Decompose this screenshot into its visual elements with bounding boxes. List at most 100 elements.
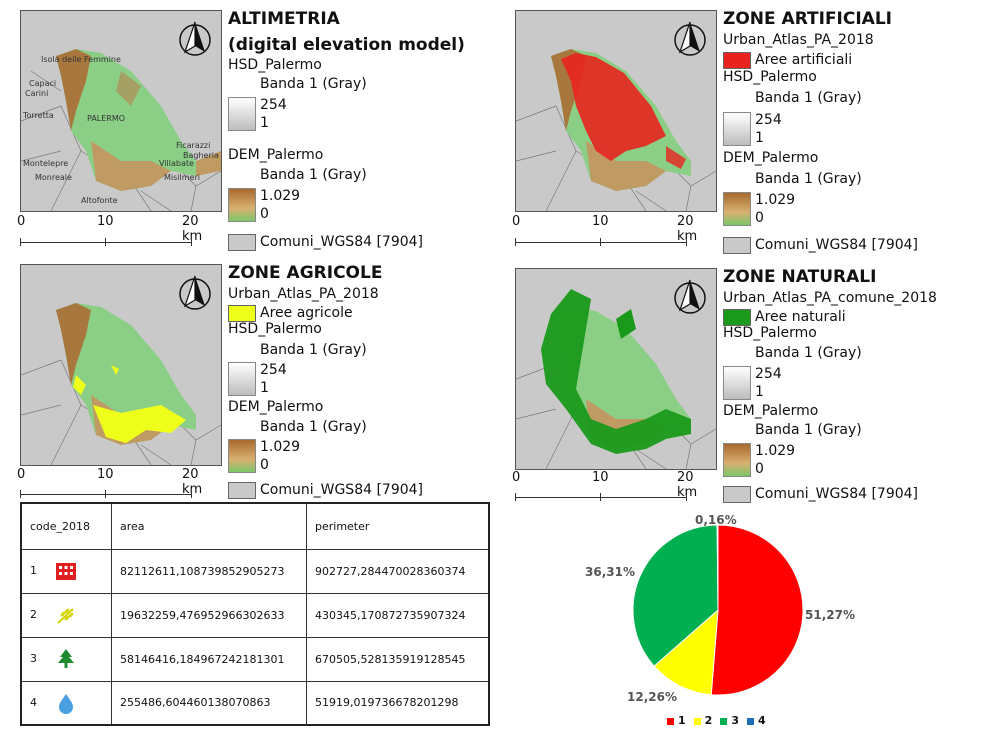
legend-hsd: HSD_Palermo <box>228 321 322 337</box>
code-value: 1 <box>30 564 37 577</box>
north-arrow-icon <box>179 275 211 310</box>
comuni-swatch <box>723 237 751 254</box>
town-label: Bagheria <box>183 151 219 160</box>
legend-dem: DEM_Palermo <box>228 399 324 415</box>
table-row[interactable]: 2 19632259,476952966302633 430345,170872… <box>20 592 490 638</box>
code-value: 2 <box>30 608 37 621</box>
pie-pct-label: 0,16% <box>695 513 737 527</box>
scale-bar-tick <box>105 238 106 246</box>
legend-dem: DEM_Palermo <box>228 147 324 163</box>
legend-band: Banda 1 (Gray) <box>260 419 367 435</box>
legend-band: Banda 1 (Gray) <box>260 167 367 183</box>
legend-dem: DEM_Palermo <box>723 403 819 419</box>
title-naturali: ZONE NATURALI <box>723 267 877 287</box>
legend-class: Aree agricole <box>260 305 353 321</box>
legend-comuni: Comuni_WGS84 [7904] <box>755 237 919 253</box>
dem-max: 1.029 <box>260 439 301 455</box>
pie-slice-4 <box>716 524 719 611</box>
hsd-max: 254 <box>755 366 782 382</box>
comuni-swatch <box>723 486 751 503</box>
pie-legend-label: 3 <box>731 714 739 727</box>
area-cell: 58146416,184967242181301 <box>111 636 307 682</box>
code-value: 3 <box>30 652 37 665</box>
scale-label: 0 <box>512 214 521 229</box>
comuni-swatch <box>228 234 256 251</box>
north-arrow-icon <box>179 21 211 56</box>
legend-comuni: Comuni_WGS84 [7904] <box>260 482 424 498</box>
artificial-swatch <box>723 52 751 69</box>
table-row[interactable]: 4 255486,604460138070863 51919,019736678… <box>20 680 490 726</box>
dem-max: 1.029 <box>755 192 796 208</box>
scale-bar <box>515 493 687 501</box>
scale-bar-tick <box>105 490 106 498</box>
map-naturali-canvas <box>516 269 716 469</box>
area-cell: 82112611,108739852905273 <box>111 548 307 594</box>
north-arrow-icon <box>674 279 706 314</box>
scale-label: 10 <box>97 214 114 229</box>
dem-min: 0 <box>260 206 269 222</box>
town-label: Misilmeri <box>164 173 200 182</box>
area-cell: 19632259,476952966302633 <box>111 592 307 638</box>
pie-legend-item: 2 <box>693 714 712 727</box>
dem-ramp <box>228 439 256 473</box>
legend-hsd: HSD_Palermo <box>228 57 322 73</box>
agricultural-swatch <box>228 305 256 322</box>
water-drop-icon <box>58 693 73 714</box>
legend-class: Aree artificiali <box>755 52 853 68</box>
table-row[interactable]: 3 58146416,184967242181301 670505,528135… <box>20 636 490 682</box>
code-cell: 2 <box>20 592 112 638</box>
dem-min: 0 <box>755 210 764 226</box>
scale-label: 10 <box>592 214 609 229</box>
scale-label: 0 <box>17 467 26 482</box>
legend-band: Banda 1 (Gray) <box>260 76 367 92</box>
pie-pct-label: 12,26% <box>627 690 677 704</box>
legend-band: Banda 1 (Gray) <box>755 90 862 106</box>
dem-max: 1.029 <box>260 188 301 204</box>
dem-ramp <box>723 192 751 226</box>
dem-min: 0 <box>755 461 764 477</box>
map-naturali[interactable] <box>515 268 717 470</box>
column-header: perimeter <box>306 502 490 550</box>
scale-bar-tick <box>600 493 601 501</box>
hsd-max: 254 <box>260 362 287 378</box>
dem-ramp <box>228 188 256 222</box>
legend-band: Banda 1 (Gray) <box>755 171 862 187</box>
pie-legend-label: 4 <box>757 714 766 727</box>
table-header-row: code_2018 area perimeter <box>20 502 490 550</box>
hsd-min: 1 <box>260 380 269 396</box>
town-label: Isola delle Femmine <box>41 55 121 64</box>
hsd-min: 1 <box>755 130 764 146</box>
area-cell: 255486,604460138070863 <box>111 680 307 726</box>
legend-hsd: HSD_Palermo <box>723 325 817 341</box>
hsd-max: 254 <box>755 112 782 128</box>
code-value: 4 <box>30 695 37 709</box>
title-altimetria: ALTIMETRIA <box>228 9 340 29</box>
hsd-ramp <box>228 97 256 131</box>
comuni-swatch <box>228 482 256 499</box>
scale-label: 0 <box>17 214 26 229</box>
scale-label: 0 <box>512 470 521 485</box>
legend-dem: DEM_Palermo <box>723 150 819 166</box>
pie-legend: 1 2 3 4 <box>667 714 766 727</box>
dem-min: 0 <box>260 457 269 473</box>
legend-layer: Urban_Atlas_PA_2018 <box>723 32 874 48</box>
town-label: Ficarazzi <box>176 141 211 150</box>
hsd-min: 1 <box>755 384 764 400</box>
pie-legend-label: 1 <box>678 714 686 727</box>
code-cell: 3 <box>20 636 112 682</box>
town-label: Torretta <box>23 111 54 120</box>
perimeter-cell: 670505,528135919128545 <box>306 636 490 682</box>
perimeter-cell: 51919,019736678201298 <box>306 680 490 726</box>
pie-slice-2 <box>653 608 719 696</box>
scale-bar-tick <box>600 238 601 246</box>
code-cell: 4 <box>20 680 112 726</box>
legend-band: Banda 1 (Gray) <box>260 342 367 358</box>
dem-ramp <box>723 443 751 477</box>
dem-max: 1.029 <box>755 443 796 459</box>
scale-label: 20 km <box>182 214 203 244</box>
pie-legend-item: 1 <box>667 714 686 727</box>
hsd-max: 254 <box>260 97 287 113</box>
pie-slice-3 <box>632 524 719 667</box>
table-row[interactable]: 1 82112611,108739852905273 902727,284470… <box>20 548 490 594</box>
pie-slice-1 <box>710 524 804 696</box>
